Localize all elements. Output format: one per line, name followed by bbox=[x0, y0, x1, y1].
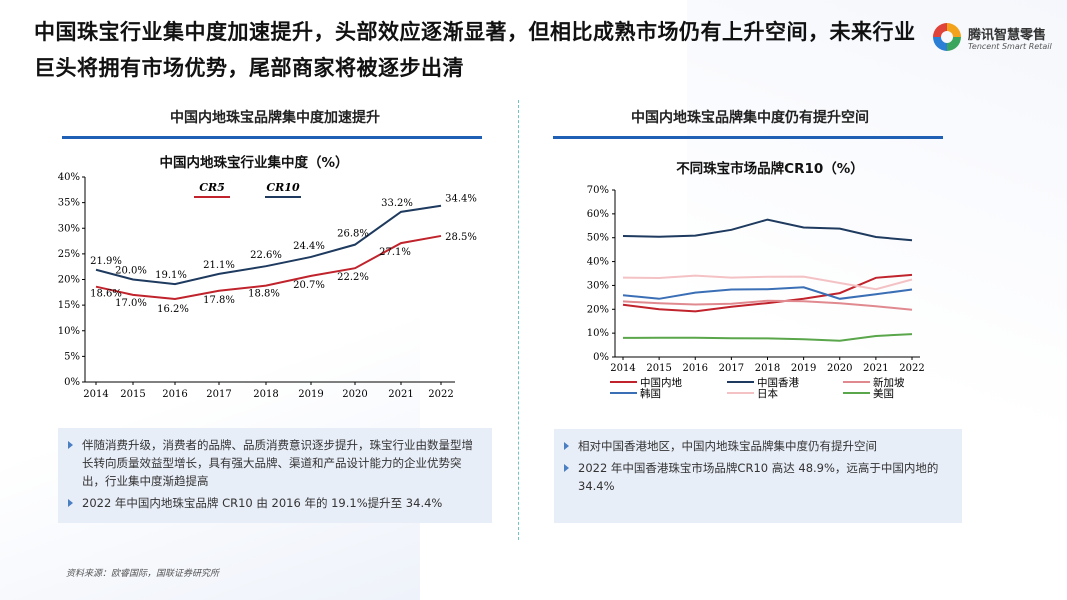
y-tick-label: 15% bbox=[58, 300, 80, 311]
y-tick-label: 35% bbox=[58, 198, 80, 209]
logo-subtitle: Tencent Smart Retail bbox=[968, 42, 1052, 51]
x-tick-label: 2014 bbox=[610, 363, 635, 374]
right-note-item: 2022 年中国香港珠宝市场品牌CR10 高达 48.9%，远高于中国内地的 3… bbox=[564, 459, 952, 495]
y-tick-label: 40% bbox=[58, 172, 80, 183]
x-tick-label: 2015 bbox=[120, 389, 145, 400]
right-notes-box: 相对中国香港地区，中国内地珠宝品牌集中度仍有提升空间 2022 年中国香港珠宝市… bbox=[554, 429, 962, 523]
legend-label-cr10: CR10 bbox=[266, 181, 300, 194]
data-label-cr5: 16.2% bbox=[157, 304, 189, 315]
right-chart-title: 不同珠宝市场品牌CR10（%） bbox=[676, 161, 864, 177]
y-tick-label: 20% bbox=[587, 304, 609, 315]
data-label-cr5: 18.8% bbox=[248, 289, 280, 300]
series-line-cr5 bbox=[95, 234, 442, 300]
bullet-arrow-icon bbox=[564, 442, 569, 450]
x-tick-label: 2017 bbox=[719, 363, 744, 374]
right-panel-title: 中国内地珠宝品牌集中度仍有提升空间 bbox=[631, 110, 869, 126]
data-label-cr5: 20.7% bbox=[293, 280, 325, 291]
y-tick-label: 10% bbox=[587, 328, 609, 339]
data-label-cr5: 18.6% bbox=[90, 289, 122, 300]
x-tick-label: 2022 bbox=[899, 363, 924, 374]
legend-label: 韩国 bbox=[640, 387, 661, 400]
left-panel-rule bbox=[62, 136, 482, 139]
legend-label: 日本 bbox=[757, 387, 778, 400]
legend-label: 新加坡 bbox=[873, 376, 905, 389]
y-tick-label: 30% bbox=[58, 223, 80, 234]
bullet-arrow-icon bbox=[68, 499, 73, 507]
bullet-arrow-icon bbox=[564, 464, 569, 472]
source-note: 资料来源：欧睿国际，国联证券研究所 bbox=[66, 569, 220, 579]
x-tick-label: 2020 bbox=[827, 363, 852, 374]
data-label-cr5: 27.1% bbox=[379, 247, 411, 258]
y-tick-label: 0% bbox=[64, 377, 80, 388]
y-tick-label: 25% bbox=[58, 249, 80, 260]
x-tick-label: 2018 bbox=[253, 389, 278, 400]
x-tick-label: 2021 bbox=[388, 389, 413, 400]
data-label-cr10: 22.6% bbox=[250, 250, 282, 261]
x-tick-label: 2018 bbox=[755, 363, 780, 374]
x-tick-label: 2016 bbox=[683, 363, 708, 374]
series-line bbox=[622, 333, 913, 342]
left-chart-title: 中国内地珠宝行业集中度（%） bbox=[159, 155, 349, 171]
series-line bbox=[622, 286, 913, 300]
data-label-cr10: 20.0% bbox=[115, 266, 147, 277]
data-label-cr10: 21.9% bbox=[90, 256, 122, 267]
left-note-item: 2022 年中国内地珠宝品牌 CR10 由 2016 年的 19.1%提升至 3… bbox=[68, 494, 482, 512]
panel-divider bbox=[518, 100, 519, 540]
logo: 腾讯智慧零售 Tencent Smart Retail bbox=[930, 18, 1060, 58]
legend-label-cr5: CR5 bbox=[199, 181, 225, 194]
data-label-cr10: 33.2% bbox=[381, 198, 413, 209]
x-tick-label: 2022 bbox=[428, 389, 453, 400]
legend-label: 美国 bbox=[873, 387, 894, 400]
series-line bbox=[622, 299, 913, 311]
series-line bbox=[622, 218, 913, 242]
data-label-cr5: 17.8% bbox=[203, 295, 235, 306]
x-tick-label: 2019 bbox=[298, 389, 323, 400]
data-label-cr5: 17.0% bbox=[115, 298, 147, 309]
y-tick-label: 40% bbox=[587, 257, 609, 268]
legend-label: 中国内地 bbox=[640, 376, 682, 389]
data-label-cr10: 21.1% bbox=[203, 260, 235, 271]
y-tick-label: 5% bbox=[64, 351, 80, 362]
left-panel-title: 中国内地珠宝品牌集中度加速提升 bbox=[170, 110, 380, 126]
y-tick-label: 20% bbox=[58, 275, 80, 286]
y-tick-label: 10% bbox=[58, 326, 80, 337]
x-tick-label: 2021 bbox=[863, 363, 888, 374]
y-tick-label: 0% bbox=[593, 352, 609, 363]
bullet-arrow-icon bbox=[68, 441, 73, 449]
y-tick-label: 30% bbox=[587, 280, 609, 291]
data-label-cr5: 28.5% bbox=[445, 232, 477, 243]
data-label-cr10: 34.4% bbox=[445, 194, 477, 205]
left-chart: 0% 5% 10% 15% 20% 25% 30% 35% 40% 2014 2015 2016 201… bbox=[58, 172, 477, 400]
data-label-cr10: 19.1% bbox=[155, 270, 187, 281]
left-notes-box: 伴随消费升级，消费者的品牌、品质消费意识逐步提升，珠宝行业由数量型增长转向质量效… bbox=[58, 428, 492, 523]
series-line bbox=[622, 273, 913, 313]
left-note-item: 伴随消费升级，消费者的品牌、品质消费意识逐步提升，珠宝行业由数量型增长转向质量效… bbox=[68, 436, 482, 490]
data-label-cr10: 24.4% bbox=[293, 241, 325, 252]
y-tick-label: 70% bbox=[587, 185, 609, 196]
series-line-cr10 bbox=[95, 204, 442, 286]
x-tick-label: 2016 bbox=[162, 389, 187, 400]
y-tick-label: 50% bbox=[587, 233, 609, 244]
data-label-cr5: 22.2% bbox=[337, 272, 369, 283]
x-tick-label: 2015 bbox=[646, 363, 671, 374]
tencent-logo-icon bbox=[933, 23, 961, 51]
x-tick-label: 2017 bbox=[206, 389, 231, 400]
x-tick-label: 2014 bbox=[83, 389, 108, 400]
right-note-item: 相对中国香港地区，中国内地珠宝品牌集中度仍有提升空间 bbox=[564, 437, 952, 455]
x-tick-label: 2020 bbox=[342, 389, 367, 400]
logo-name: 腾讯智慧零售 bbox=[968, 28, 1047, 43]
right-chart: 0% 10% 20% 30% 40% 50% 60% 70% 2014 2015 2016 2017 2… bbox=[587, 185, 925, 400]
y-tick-label: 60% bbox=[587, 209, 609, 220]
data-label-cr10: 26.8% bbox=[337, 229, 369, 240]
x-tick-label: 2019 bbox=[791, 363, 816, 374]
legend-label: 中国香港 bbox=[757, 376, 799, 389]
right-panel-rule bbox=[553, 136, 943, 139]
series-line bbox=[622, 274, 913, 291]
page-title: 中国珠宝行业集中度加速提升，头部效应逐渐显著，但相比成熟市场仍有上升空间，未来行… bbox=[34, 20, 916, 80]
